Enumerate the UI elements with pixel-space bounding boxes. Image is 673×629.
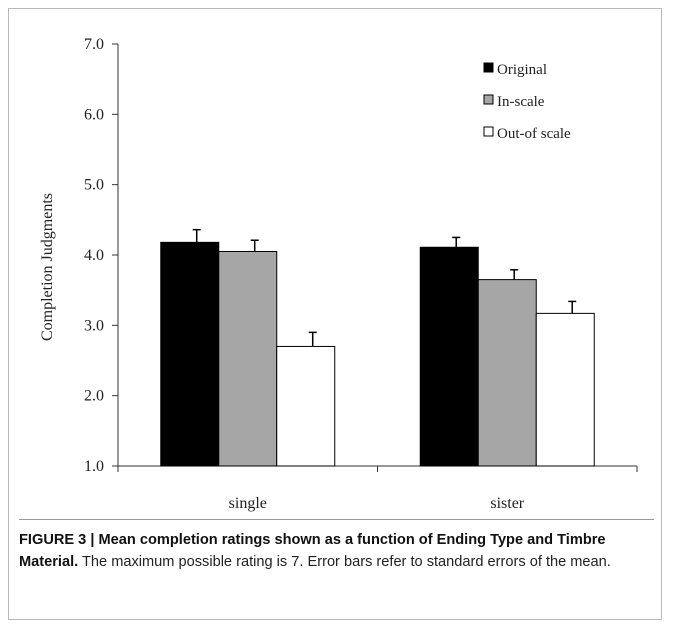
bar-in-scale-single xyxy=(218,250,278,467)
y-axis: 1.0 2.0 3.0 4.0 5.0 6.0 7.0 xyxy=(84,36,119,475)
x-category-label: single xyxy=(229,495,267,512)
y-axis-title: Completion Judgments xyxy=(39,193,56,341)
x-category-label: sister xyxy=(490,495,524,512)
y-tick-label: 1.0 xyxy=(84,458,104,475)
caption-divider xyxy=(19,519,654,520)
legend-label: In-scale xyxy=(497,94,545,110)
figure-caption: FIGURE 3 | Mean completion ratings shown… xyxy=(19,529,649,573)
bars xyxy=(160,241,595,467)
bar-chart: 1.0 2.0 3.0 4.0 5.0 6.0 7.0 single sister Origi… xyxy=(39,36,638,512)
caption-label: FIGURE 3 | Mean completion ratings shown… xyxy=(19,532,606,570)
legend-swatch xyxy=(483,126,494,137)
y-tick-label: 4.0 xyxy=(84,247,104,264)
bar-in-scale-sister xyxy=(477,279,537,467)
caption-text: The maximum possible rating is 7. Error … xyxy=(78,554,611,570)
category-labels: single sister xyxy=(229,495,525,512)
bar-original-single xyxy=(160,241,220,467)
y-tick-label: 5.0 xyxy=(84,177,104,194)
y-tick-label: 3.0 xyxy=(84,317,104,334)
y-tick-label: 7.0 xyxy=(84,36,104,53)
y-tick-label: 6.0 xyxy=(84,106,104,123)
x-axis xyxy=(117,465,638,472)
legend-label: Original xyxy=(497,62,547,78)
bar-out-of-scale-sister xyxy=(535,312,595,467)
bar-out-of-scale-single xyxy=(276,345,336,467)
legend-label: Out-of scale xyxy=(497,126,571,142)
bar-original-sister xyxy=(419,246,479,467)
error-bars xyxy=(192,228,577,347)
legend-swatch xyxy=(483,62,494,73)
legend-swatch xyxy=(483,94,494,105)
y-tick-label: 2.0 xyxy=(84,388,104,405)
legend: Original In-scale Out-of scale xyxy=(483,62,571,142)
